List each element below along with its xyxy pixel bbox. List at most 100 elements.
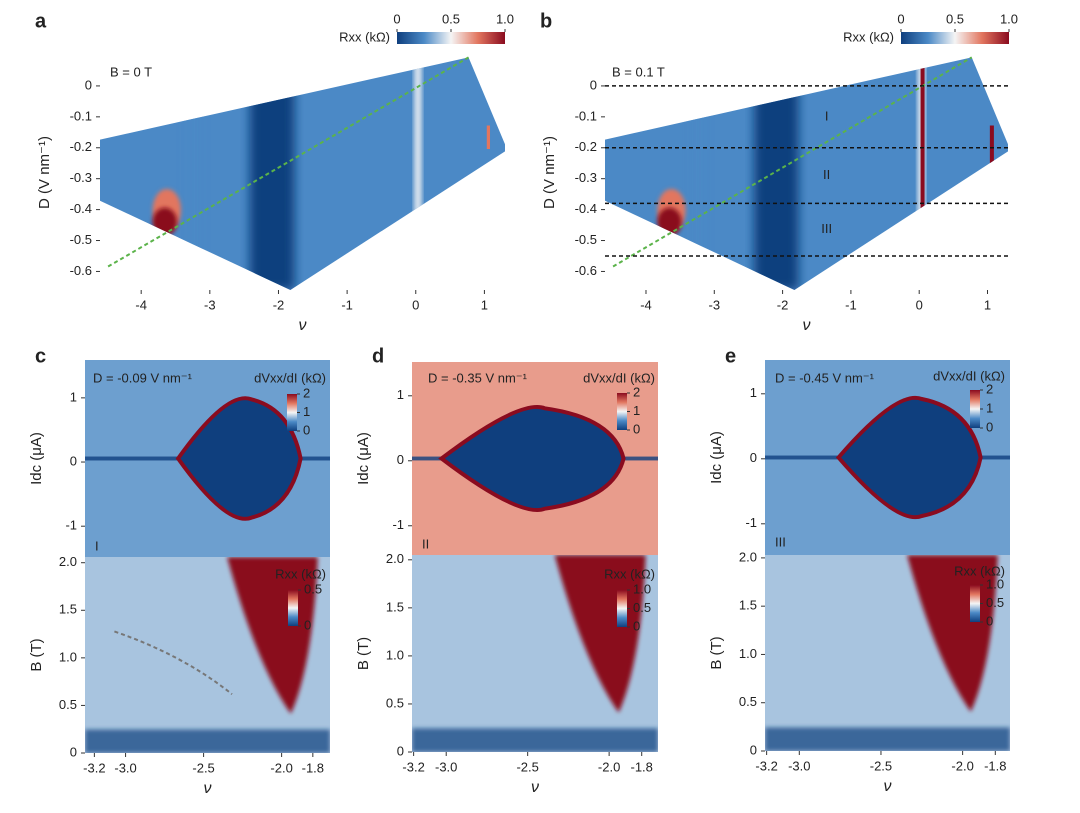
heatmap bbox=[765, 555, 1010, 751]
heatmap-field bbox=[175, 396, 303, 521]
x-tick-label: -1.8 bbox=[631, 759, 653, 774]
colorbar-label: Rxx (kΩ) bbox=[275, 566, 326, 581]
y-tick-label: -0.6 bbox=[70, 263, 92, 278]
y-tick-label: 2.0 bbox=[739, 549, 757, 564]
x-axis-label: ν bbox=[531, 779, 539, 796]
heatmap-field bbox=[438, 405, 626, 512]
y-axis-label: B (T) bbox=[708, 636, 725, 669]
colorbar-tick-label: 1 bbox=[633, 403, 640, 418]
colorbar-label: dVxx/dI (kΩ) bbox=[254, 370, 326, 385]
y-tick-label: 0 bbox=[590, 77, 597, 92]
heatmap bbox=[85, 557, 330, 753]
y-tick-label: 1 bbox=[70, 389, 77, 404]
heatmap bbox=[605, 57, 1008, 290]
x-tick-label: -4 bbox=[640, 297, 652, 312]
x-tick-label: -2.5 bbox=[870, 758, 892, 773]
x-tick-label: -2 bbox=[777, 297, 789, 312]
heatmap bbox=[85, 360, 330, 557]
heatmap-field bbox=[989, 125, 994, 173]
y-axis-label: Idc (μA) bbox=[28, 432, 45, 485]
y-tick-label: 1.0 bbox=[59, 649, 77, 664]
colorbar-tick-label: 1 bbox=[986, 400, 993, 415]
heatmap-field bbox=[412, 728, 658, 752]
guide-curve bbox=[114, 630, 233, 695]
y-axis-label: Idc (μA) bbox=[355, 432, 372, 485]
heatmap-field bbox=[413, 57, 422, 290]
y-tick-label: -1 bbox=[65, 518, 77, 533]
x-tick-label: -2 bbox=[273, 297, 285, 312]
heatmap-field bbox=[920, 57, 925, 290]
heatmap-field bbox=[685, 57, 710, 290]
colorbar-tick-label: 1 bbox=[303, 404, 310, 419]
x-axis-label: ν bbox=[204, 780, 212, 797]
y-tick-label: 0 bbox=[397, 452, 404, 467]
y-tick-label: 1.5 bbox=[59, 602, 77, 617]
region-label: III bbox=[821, 221, 832, 236]
heatmap-field bbox=[152, 207, 177, 236]
colorbar-tick-label: 0 bbox=[986, 613, 993, 628]
y-tick-label: 1 bbox=[397, 387, 404, 402]
annotation: D = -0.45 V nm⁻¹ bbox=[775, 370, 875, 385]
y-tick-label: -1 bbox=[745, 515, 757, 530]
colorbar-tick-label: 0.5 bbox=[442, 11, 460, 26]
colorbar-tick-label: 0 bbox=[304, 617, 311, 632]
y-tick-label: 0 bbox=[750, 742, 757, 757]
y-tick-label: 0 bbox=[70, 744, 77, 759]
colorbar-tick-label: 0.5 bbox=[946, 11, 964, 26]
y-tick-label: 0 bbox=[85, 77, 92, 92]
colorbar-label: dVxx/dI (kΩ) bbox=[583, 370, 655, 385]
heatmap-field bbox=[765, 727, 1010, 751]
y-tick-label: 2.0 bbox=[386, 551, 404, 566]
y-tick-label: -0.4 bbox=[70, 201, 92, 216]
panel-letter: d bbox=[372, 345, 384, 367]
y-axis-label: D (V nm⁻¹) bbox=[36, 136, 53, 209]
guide-line bbox=[612, 56, 973, 268]
heatmap-field bbox=[100, 57, 505, 290]
colorbar-label: Rxx (kΩ) bbox=[954, 563, 1005, 578]
y-tick-label: -0.2 bbox=[575, 139, 597, 154]
colorbar-tick-label: 1.0 bbox=[633, 581, 651, 596]
x-tick-label: -2.0 bbox=[951, 758, 973, 773]
colorbar-tick-label: 1.0 bbox=[1000, 11, 1018, 26]
colorbar bbox=[397, 32, 505, 44]
annotation: B = 0.1 T bbox=[612, 64, 665, 79]
colorbar-label: Rxx (kΩ) bbox=[604, 566, 655, 581]
region-label: II bbox=[422, 536, 429, 551]
y-tick-label: 0.5 bbox=[59, 697, 77, 712]
colorbar bbox=[288, 590, 298, 626]
x-tick-label: -1 bbox=[341, 297, 353, 312]
colorbar-label: Rxx (kΩ) bbox=[843, 29, 894, 44]
x-tick-label: 1 bbox=[984, 297, 991, 312]
annotation: D = -0.35 V nm⁻¹ bbox=[428, 370, 528, 385]
x-tick-label: -3 bbox=[204, 297, 216, 312]
y-tick-label: -0.2 bbox=[70, 139, 92, 154]
y-tick-label: -0.5 bbox=[575, 232, 597, 247]
x-tick-label: -3.0 bbox=[114, 760, 136, 775]
x-tick-label: -3.0 bbox=[788, 758, 810, 773]
colorbar-tick-label: 0.5 bbox=[986, 595, 1004, 610]
region-label: I bbox=[95, 538, 99, 553]
heatmap bbox=[412, 555, 658, 752]
y-tick-label: 1.0 bbox=[386, 647, 404, 662]
y-tick-label: -0.6 bbox=[575, 263, 597, 278]
heatmap-field bbox=[605, 57, 1008, 290]
colorbar-tick-label: 0 bbox=[303, 422, 310, 437]
colorbar-tick-label: 2 bbox=[303, 385, 310, 400]
heatmap bbox=[100, 57, 505, 290]
x-tick-label: -3 bbox=[709, 297, 721, 312]
colorbar-tick-label: 1.0 bbox=[986, 576, 1004, 591]
panel-letter: b bbox=[540, 10, 552, 32]
x-tick-label: -1.8 bbox=[302, 760, 324, 775]
x-tick-label: 1 bbox=[481, 297, 488, 312]
x-tick-label: -1 bbox=[845, 297, 857, 312]
colorbar-tick-label: 0 bbox=[897, 11, 904, 26]
x-axis-label: ν bbox=[299, 317, 307, 334]
y-tick-label: -0.1 bbox=[70, 108, 92, 123]
region-label: II bbox=[823, 167, 830, 182]
annotation: B = 0 T bbox=[110, 64, 152, 79]
x-tick-label: -3.2 bbox=[755, 758, 777, 773]
y-tick-label: 1.0 bbox=[739, 646, 757, 661]
region-label: III bbox=[775, 534, 786, 549]
y-tick-label: 0.5 bbox=[739, 694, 757, 709]
